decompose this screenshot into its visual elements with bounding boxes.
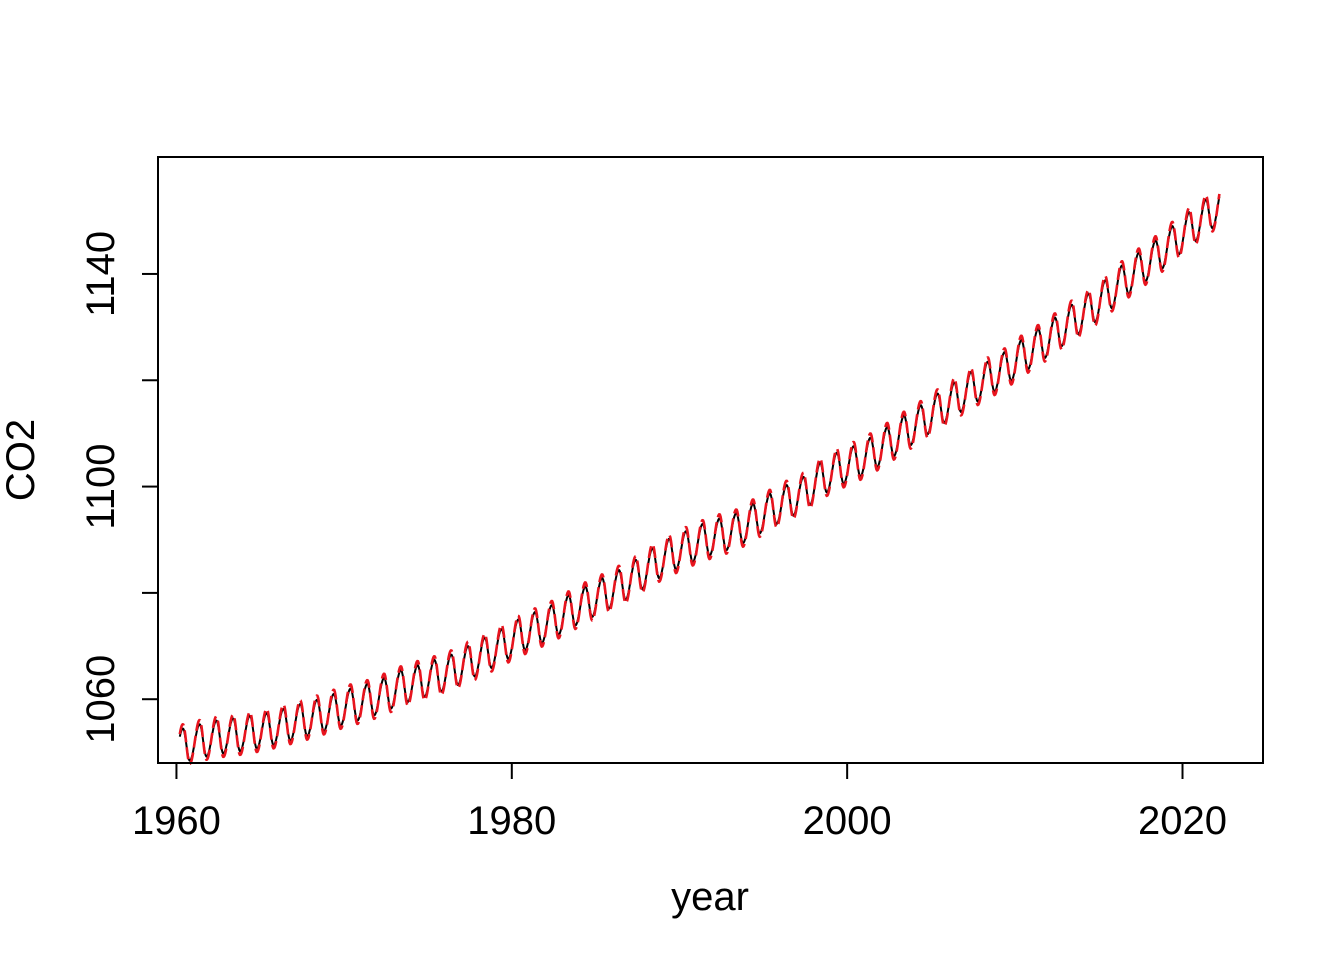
- series-layer: [178, 193, 1221, 766]
- y-tick-label: 1140: [79, 231, 123, 317]
- series-line-dashed: [178, 193, 1221, 766]
- x-tick-label: 1980: [467, 799, 556, 843]
- x-axis: 1960 1980 2000 2020: [132, 762, 1227, 843]
- y-axis-title: CO2: [0, 419, 43, 501]
- y-tick-label: 1060: [79, 655, 123, 744]
- x-axis-title: year: [671, 875, 749, 919]
- x-tick-label: 2020: [1138, 799, 1227, 843]
- y-tick-label: 1100: [79, 444, 123, 530]
- y-axis: 1060 1100 1140: [79, 231, 159, 744]
- x-tick-label: 2000: [803, 799, 892, 843]
- x-tick-label: 1960: [132, 799, 221, 843]
